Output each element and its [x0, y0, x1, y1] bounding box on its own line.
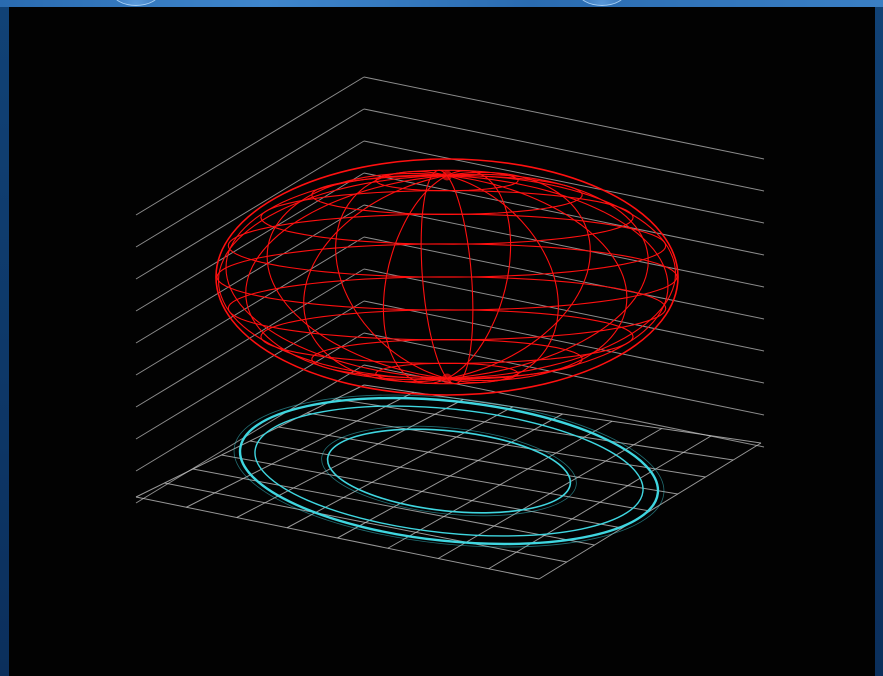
wall-grid-line [363, 204, 765, 288]
floor-grid-line [437, 428, 663, 559]
cyan-ring [254, 405, 644, 537]
spheroid-north-pole [442, 170, 453, 181]
wall-grid-line [135, 108, 365, 248]
wall-grid-line [135, 332, 365, 472]
window-frame-right [875, 7, 883, 676]
spheroid-parallel [216, 243, 678, 311]
floor-grid-line [335, 398, 734, 461]
wall-grid-line [363, 300, 765, 384]
floor-grid-line [278, 426, 678, 495]
wall-grid-line [363, 76, 765, 160]
spheroid-outline [215, 158, 679, 396]
spheroid-parallel [311, 174, 583, 215]
floor-grid-line [337, 413, 563, 539]
wall-grid-line [135, 172, 365, 312]
wall-grid-line [363, 332, 765, 416]
spheroid-parallel [260, 190, 634, 245]
spheroid-parallel [311, 339, 583, 380]
cyan-ring [326, 428, 572, 514]
3d-viewport[interactable] [9, 7, 875, 676]
spheroid-meridian [420, 169, 448, 379]
spheroid-parallel [227, 276, 667, 341]
floor-grid-line [538, 442, 762, 580]
spheroid-parallel [227, 213, 667, 278]
spheroid-meridian [446, 174, 559, 384]
cyan-rings [233, 394, 665, 548]
wall-grid-line [135, 300, 365, 440]
cyan-ring [238, 396, 660, 546]
spheroid-parallel [260, 309, 634, 364]
floor-grid-line [306, 412, 706, 478]
floor-grid-line [488, 435, 712, 570]
wall-grid-line [135, 364, 365, 504]
cyan-ring-glow [233, 394, 665, 548]
title-bar[interactable] [0, 0, 883, 7]
wall-grid-line [135, 76, 365, 216]
spheroid-south-pole [442, 373, 453, 384]
wall-grid-line [135, 204, 365, 344]
cyan-ring-glow [321, 425, 577, 517]
floor-grid-line [387, 420, 613, 549]
red-wireframe-spheroid [215, 158, 679, 396]
scene-canvas[interactable] [9, 7, 875, 676]
wall-grid-line [135, 140, 365, 280]
spheroid-parallel [375, 362, 519, 385]
wall-grid-line [363, 268, 765, 352]
wall-grid-line [363, 236, 765, 320]
spheroid-parallel [375, 169, 519, 192]
window-frame-left [0, 7, 9, 676]
wall-grid-line [363, 108, 765, 192]
wall-grid-line [135, 236, 365, 376]
wall-grid-line [363, 140, 765, 224]
back-wall-grid [135, 76, 765, 504]
